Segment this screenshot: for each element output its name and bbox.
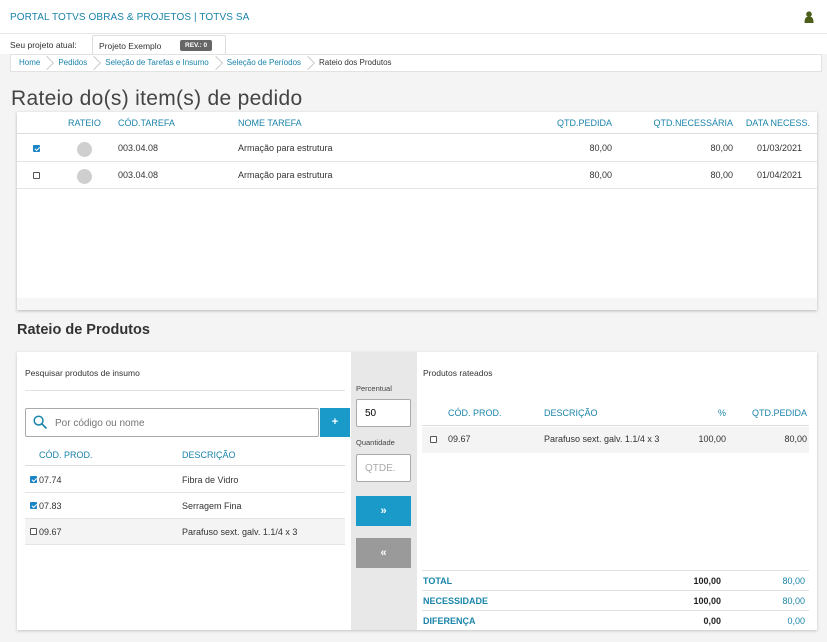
cod-prod: 07.74	[39, 475, 62, 485]
nome-tarefa: Armação para estrutura	[238, 143, 333, 153]
descricao: Parafuso sext. galv. 1.1/4 x 3	[182, 527, 298, 537]
col-percent[interactable]: %	[717, 408, 726, 418]
difference-row: DIFERENÇA 0,00 0,00	[422, 610, 809, 630]
item-checkbox[interactable]	[30, 476, 37, 483]
necessity-percent: 100,00	[693, 596, 721, 606]
cod-prod: 07.83	[39, 501, 62, 511]
table-footer	[17, 298, 817, 310]
row-checkbox[interactable]	[33, 172, 40, 179]
list-item[interactable]: 07.83 Serragem Fina	[25, 493, 345, 519]
search-input[interactable]	[55, 415, 305, 431]
search-results-header: CÓD. PROD. DESCRIÇÃO	[25, 444, 345, 466]
col-nome-tarefa[interactable]: NOME TAREFA	[238, 118, 302, 128]
breadcrumb-selecao-periodos[interactable]: Seleção de Períodos	[219, 55, 311, 71]
list-item[interactable]: 09.67 Parafuso sext. galv. 1.1/4 x 3	[25, 519, 345, 545]
total-label: TOTAL	[423, 576, 453, 586]
item-checkbox[interactable]	[30, 502, 37, 509]
necessity-qty: 80,00	[782, 596, 805, 606]
difference-qty: 0,00	[787, 616, 805, 626]
table-row[interactable]: 003.04.08 Armação para estrutura 80,00 8…	[17, 162, 817, 189]
breadcrumb-pedidos[interactable]: Pedidos	[50, 55, 97, 71]
search-panel-heading: Pesquisar produtos de insumo	[25, 368, 140, 378]
percent-label: Percentual	[356, 384, 392, 393]
project-bar: Seu projeto atual: Projeto Exemplo REV.:…	[0, 34, 827, 54]
product-allocation-panel: Pesquisar produtos de insumo + CÓD. PROD…	[17, 352, 817, 630]
breadcrumb-selecao-tarefas[interactable]: Seleção de Tarefas e Insumo	[97, 55, 218, 71]
necessity-row: NECESSIDADE 100,00 80,00	[422, 590, 809, 610]
list-item[interactable]: 07.74 Fibra de Vidro	[25, 467, 345, 493]
nome-tarefa: Armação para estrutura	[238, 170, 333, 180]
allocated-table-header: CÓD. PROD. DESCRIÇÃO % QTD.PEDIDA	[422, 401, 809, 426]
quantity-input[interactable]	[356, 454, 411, 482]
difference-percent: 0,00	[703, 616, 721, 626]
difference-label: DIFERENÇA	[423, 616, 476, 626]
project-name: Projeto Exemplo	[99, 41, 162, 51]
qtd-pedida: 80,00	[784, 434, 807, 444]
page-title: Rateio do(s) item(s) de pedido	[11, 87, 303, 110]
descricao: Parafuso sext. galv. 1.1/4 x 3	[544, 434, 660, 444]
tasks-table-header: RATEIO CÓD.TAREFA NOME TAREFA QTD.PEDIDA…	[17, 112, 817, 134]
cod-tarefa: 003.04.08	[118, 143, 159, 153]
cod-prod: 09.67	[448, 434, 471, 444]
allocated-products-panel: Produtos rateados CÓD. PROD. DESCRIÇÃO %…	[417, 352, 817, 630]
qtd-necessaria: 80,00	[710, 143, 733, 153]
necessity-label: NECESSIDADE	[423, 596, 489, 606]
col-qtd-pedida[interactable]: QTD.PEDIDA	[556, 118, 612, 128]
search-icon	[33, 415, 47, 429]
breadcrumb: Home Pedidos Seleção de Tarefas e Insumo…	[10, 54, 822, 72]
total-percent: 100,00	[693, 576, 721, 586]
data-necess: 01/03/2021	[756, 143, 802, 153]
breadcrumb-rateio-produtos: Rateio dos Produtos	[319, 58, 392, 67]
col-descricao[interactable]: DESCRIÇÃO	[544, 408, 598, 418]
cod-prod: 09.67	[39, 527, 62, 537]
divider	[25, 390, 345, 391]
col-qtd-necessaria[interactable]: QTD.NECESSÁRIA	[653, 118, 733, 128]
col-data-necess[interactable]: DATA NECESS.	[745, 118, 810, 128]
allocated-panel-heading: Produtos rateados	[423, 368, 493, 378]
move-right-button[interactable]: »	[356, 496, 411, 526]
tasks-table: RATEIO CÓD.TAREFA NOME TAREFA QTD.PEDIDA…	[17, 112, 817, 310]
col-cod-tarefa[interactable]: CÓD.TAREFA	[118, 118, 175, 128]
search-field[interactable]	[25, 408, 319, 437]
project-label: Seu projeto atual:	[10, 40, 77, 50]
table-row[interactable]: 003.04.08 Armação para estrutura 80,00 8…	[17, 135, 817, 162]
rateio-status-icon	[77, 169, 92, 184]
descricao: Serragem Fina	[182, 501, 242, 511]
breadcrumb-home[interactable]: Home	[11, 55, 50, 71]
top-bar: PORTAL TOTVS OBRAS & PROJETOS | TOTVS SA	[0, 0, 827, 34]
row-checkbox[interactable]	[33, 145, 40, 152]
col-cod-prod[interactable]: CÓD. PROD.	[448, 408, 502, 418]
total-qty: 80,00	[782, 576, 805, 586]
cod-tarefa: 003.04.08	[118, 170, 159, 180]
total-row: TOTAL 100,00 80,00	[422, 570, 809, 590]
add-product-button[interactable]: +	[320, 408, 350, 437]
descricao: Fibra de Vidro	[182, 475, 239, 485]
col-descricao[interactable]: DESCRIÇÃO	[182, 450, 236, 460]
data-necess: 01/04/2021	[756, 170, 802, 180]
percent-input[interactable]	[356, 399, 411, 427]
app-title[interactable]: PORTAL TOTVS OBRAS & PROJETOS | TOTVS SA	[10, 12, 250, 23]
user-icon[interactable]	[804, 11, 814, 23]
rateio-status-icon	[77, 142, 92, 157]
col-cod-prod[interactable]: CÓD. PROD.	[39, 450, 93, 460]
section-title: Rateio de Produtos	[17, 322, 150, 338]
search-products-panel: Pesquisar produtos de insumo + CÓD. PROD…	[17, 352, 351, 630]
allocation-controls: Percentual Quantidade » «	[351, 352, 417, 630]
qtd-pedida: 80,00	[589, 143, 612, 153]
revision-badge: REV.: 0	[180, 40, 213, 51]
project-selector[interactable]: Projeto Exemplo REV.: 0	[92, 35, 226, 54]
col-qtd-pedida[interactable]: QTD.PEDIDA	[751, 408, 807, 418]
col-rateio[interactable]: RATEIO	[68, 118, 101, 128]
item-checkbox[interactable]	[30, 528, 37, 535]
percent: 100,00	[698, 434, 726, 444]
move-left-button[interactable]: «	[356, 538, 411, 568]
qtd-necessaria: 80,00	[710, 170, 733, 180]
row-checkbox[interactable]	[430, 436, 437, 443]
table-row[interactable]: 09.67 Parafuso sext. galv. 1.1/4 x 3 100…	[422, 427, 809, 453]
quantity-label: Quantidade	[356, 438, 395, 447]
qtd-pedida: 80,00	[589, 170, 612, 180]
